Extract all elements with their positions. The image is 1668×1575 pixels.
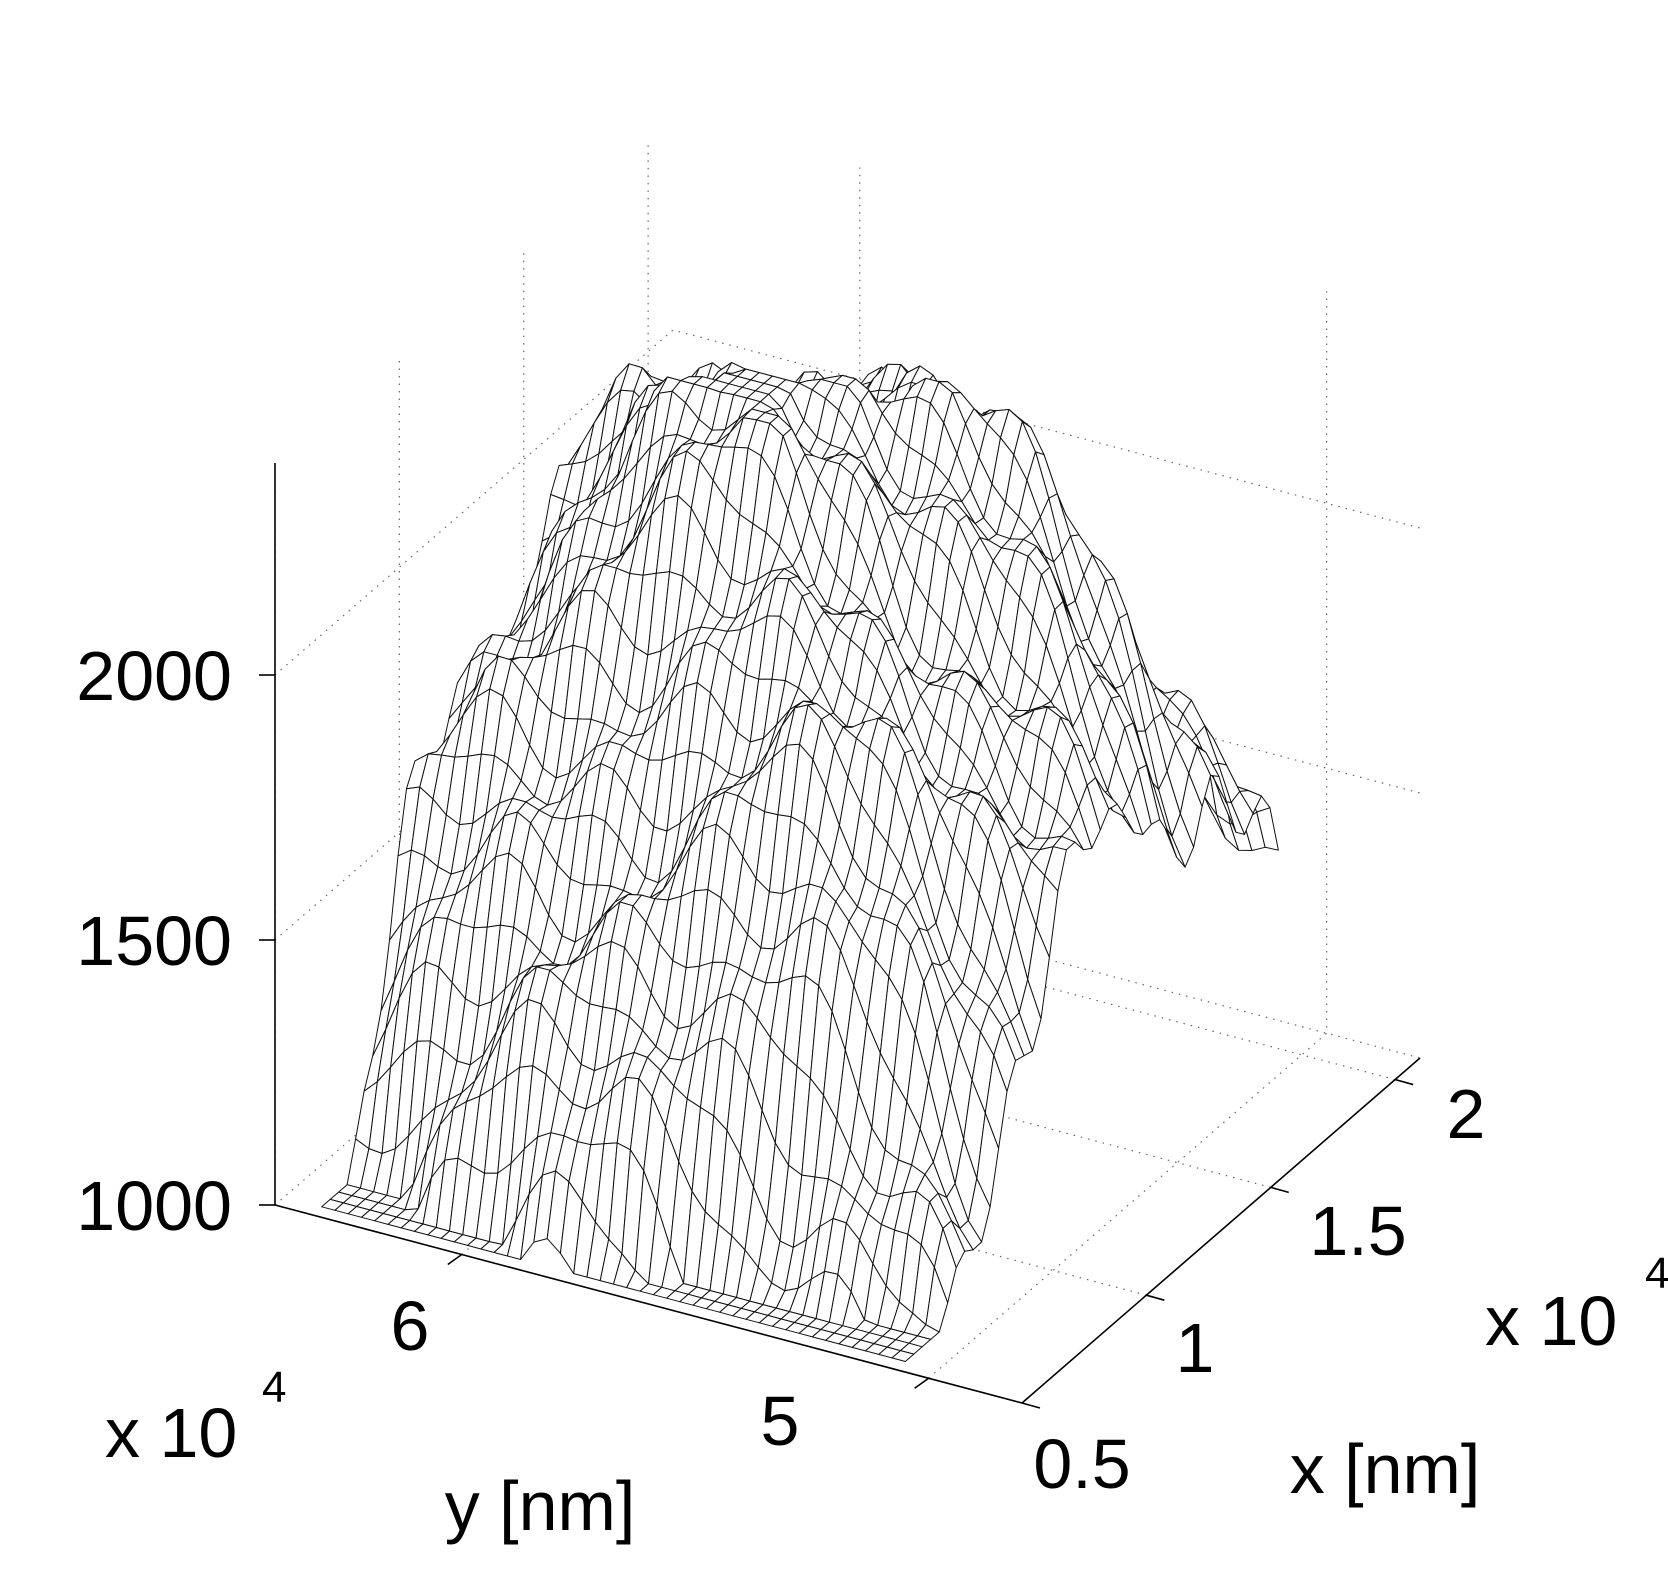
z-tick-label-2000: 2000	[76, 637, 232, 715]
y-tick-label-6: 6	[391, 1287, 430, 1365]
x-tick-label-2: 2	[1447, 1075, 1486, 1153]
y-axis-label: y [nm]	[445, 1467, 636, 1545]
x-axis-line	[1021, 1057, 1421, 1404]
surface-cell	[891, 1350, 915, 1362]
x-tick-mark	[1021, 1402, 1041, 1409]
z-tick-label-1500: 1500	[76, 902, 232, 980]
y-multiplier-exponent: 4	[262, 1363, 286, 1412]
x-tick-mark	[1146, 1294, 1165, 1301]
y-axis-line	[274, 1204, 1023, 1404]
tick-marks	[259, 674, 1414, 1409]
y-multiplier-label: x 10	[105, 1394, 237, 1472]
y-tick-mark	[914, 1377, 930, 1389]
x-tick-label-0.5: 0.5	[1033, 1425, 1130, 1503]
x-tick-label-1: 1	[1176, 1309, 1215, 1387]
x-tick-mark	[1394, 1078, 1414, 1086]
y-tick-mark	[447, 1253, 463, 1266]
surface-mesh	[321, 362, 1279, 1362]
x-tick-label-1.5: 1.5	[1309, 1192, 1406, 1270]
x-multiplier-label: x 10	[1485, 1282, 1617, 1360]
x-axis-label: x [nm]	[1290, 1430, 1481, 1508]
z-tick-label-1000: 1000	[76, 1167, 232, 1245]
x-multiplier-exponent: 4	[1645, 1249, 1668, 1298]
y-tick-label-5: 5	[761, 1382, 800, 1460]
axes	[274, 463, 1421, 1404]
x-tick-mark	[1270, 1186, 1289, 1194]
y-grid-line	[928, 291, 1328, 1379]
